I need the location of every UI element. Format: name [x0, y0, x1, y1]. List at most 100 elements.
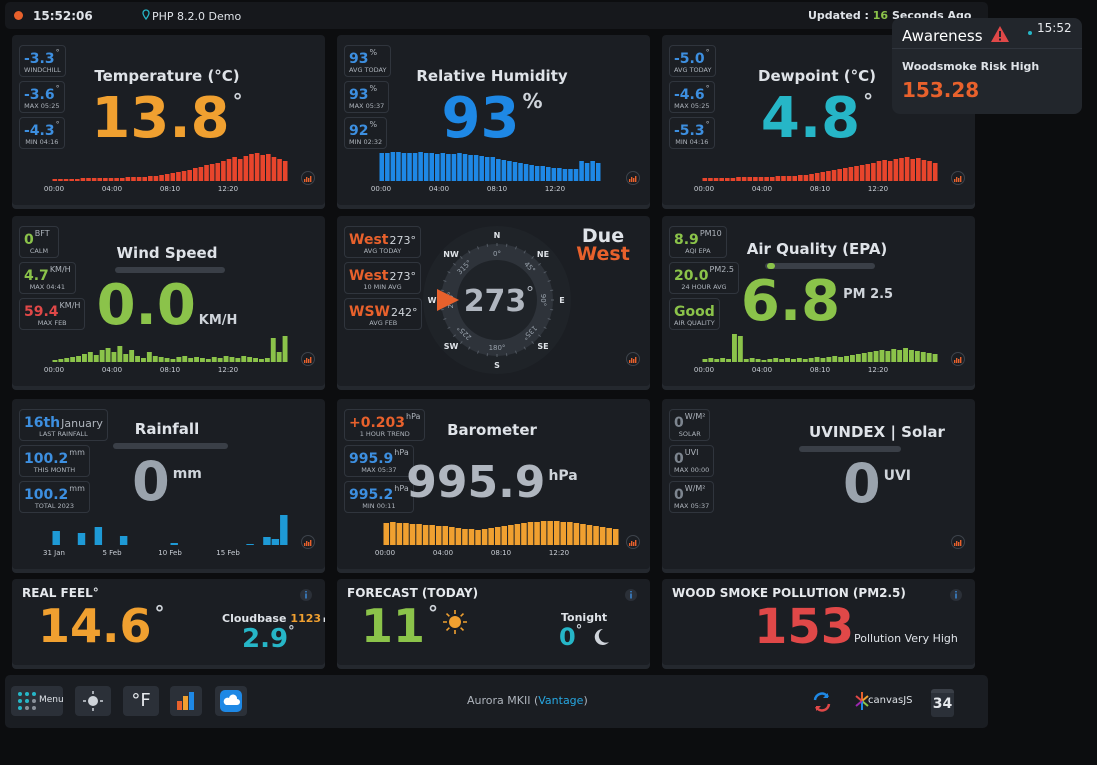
air-panel: 8.9PM10 AQI EPA 20.0PM2.5 24 HOUR AVG Good AI… [662, 216, 975, 386]
bar [457, 153, 462, 181]
calendar-icon[interactable]: 34 [931, 689, 954, 717]
bar [844, 356, 849, 362]
chart-toggle[interactable] [951, 171, 965, 185]
bar [879, 350, 885, 362]
bar [188, 358, 194, 362]
bar [77, 533, 86, 545]
bar [865, 164, 871, 181]
bar [909, 350, 914, 362]
bar [146, 352, 152, 362]
compass-dial: NNEESESSWWNW0°45°90°135°180°225°270°315°… [423, 226, 571, 374]
chart-toggle[interactable] [301, 352, 315, 366]
stat-row: WSW242° [349, 301, 417, 320]
bar [514, 524, 521, 545]
bar [86, 178, 91, 181]
refresh-icon[interactable] [811, 691, 833, 713]
bar [237, 159, 243, 181]
bar [773, 358, 779, 362]
dial-tick [547, 317, 551, 320]
dial-tick [531, 341, 535, 344]
stat-value: WSW [349, 304, 390, 320]
dial-tick [523, 346, 526, 350]
bar [501, 160, 507, 181]
stat-label: AVG TODAY [349, 66, 387, 74]
stat-box: -4.3° MIN 04:16 [19, 117, 65, 149]
bar [501, 526, 508, 545]
bar [164, 358, 170, 362]
main-reading: 0 mm [12, 455, 322, 509]
chart-toggle[interactable] [301, 171, 315, 185]
bar [488, 528, 494, 545]
bar [518, 163, 523, 181]
main-value: 14.6 [38, 599, 152, 653]
panel-title: Temperature (°C) [94, 67, 240, 85]
compass-unit: ° [526, 283, 534, 302]
bar [282, 336, 288, 362]
stat-row: 0W/M² [674, 412, 705, 431]
stat-row: 100.2mm [24, 484, 85, 503]
info-button[interactable] [949, 588, 963, 602]
bar [412, 153, 418, 181]
toggle-ring [301, 535, 315, 549]
dial-tick [477, 246, 480, 250]
unit-button[interactable]: °F [123, 686, 159, 716]
bar [523, 164, 529, 181]
mini-chart [52, 336, 288, 362]
info-button[interactable] [624, 588, 638, 602]
bar [194, 357, 199, 362]
chart-toggle[interactable] [626, 535, 640, 549]
bar [158, 357, 164, 362]
chart-toggle[interactable] [951, 535, 965, 549]
stat-unit: % [369, 120, 378, 129]
bar [114, 178, 119, 181]
bar [379, 153, 385, 181]
bar [473, 155, 479, 181]
bar [76, 356, 81, 362]
bar [280, 515, 288, 545]
stat-value: 59.4 [24, 304, 59, 320]
toggle-bar [304, 543, 306, 546]
toggle-bar [956, 177, 958, 182]
bar [753, 177, 758, 181]
cloud-button[interactable] [215, 686, 247, 716]
menu-button[interactable]: Menu [11, 686, 64, 716]
toggle-bar [306, 177, 308, 182]
theme-button[interactable] [75, 686, 111, 716]
panel-title: Air Quality (EPA) [746, 240, 888, 258]
bar [94, 527, 103, 545]
bar [111, 352, 117, 362]
bar [176, 357, 182, 362]
dial-tick [550, 289, 554, 292]
main-unit: mm [172, 466, 202, 482]
chart-toggle[interactable] [626, 171, 640, 185]
stat-row: 20.0PM2.5 [674, 265, 734, 284]
cardinal: NW [443, 250, 459, 259]
bar [557, 168, 562, 181]
bar [899, 158, 904, 181]
alert-popup[interactable]: Awareness 15:52 Woodsmoke Risk High 153.… [892, 18, 1082, 114]
info-dot [305, 591, 307, 593]
x-tick-label: 04:00 [432, 549, 454, 557]
bar [409, 524, 416, 545]
main-unit: ° [232, 89, 243, 113]
alert-icon [991, 26, 1009, 42]
stat-unit: % [369, 48, 378, 57]
bar [871, 163, 876, 181]
bar [814, 357, 820, 362]
slider [115, 267, 225, 273]
chart-toggle[interactable] [301, 535, 315, 549]
x-tick-label: 12:20 [867, 366, 889, 374]
station-model[interactable]: Vantage [538, 694, 584, 707]
charts-button[interactable] [170, 686, 202, 716]
stat-value: West [349, 268, 389, 284]
bar [736, 177, 741, 181]
chart-toggle[interactable] [626, 352, 640, 366]
info-button[interactable] [299, 588, 313, 602]
chart-toggle[interactable] [951, 352, 965, 366]
dial-tick [440, 308, 444, 311]
canvasjs-label: canvasJS [868, 695, 913, 706]
bar [479, 156, 484, 181]
bar [867, 352, 873, 362]
stat-label: 1 HOUR TREND [359, 430, 410, 438]
bar [70, 357, 76, 362]
